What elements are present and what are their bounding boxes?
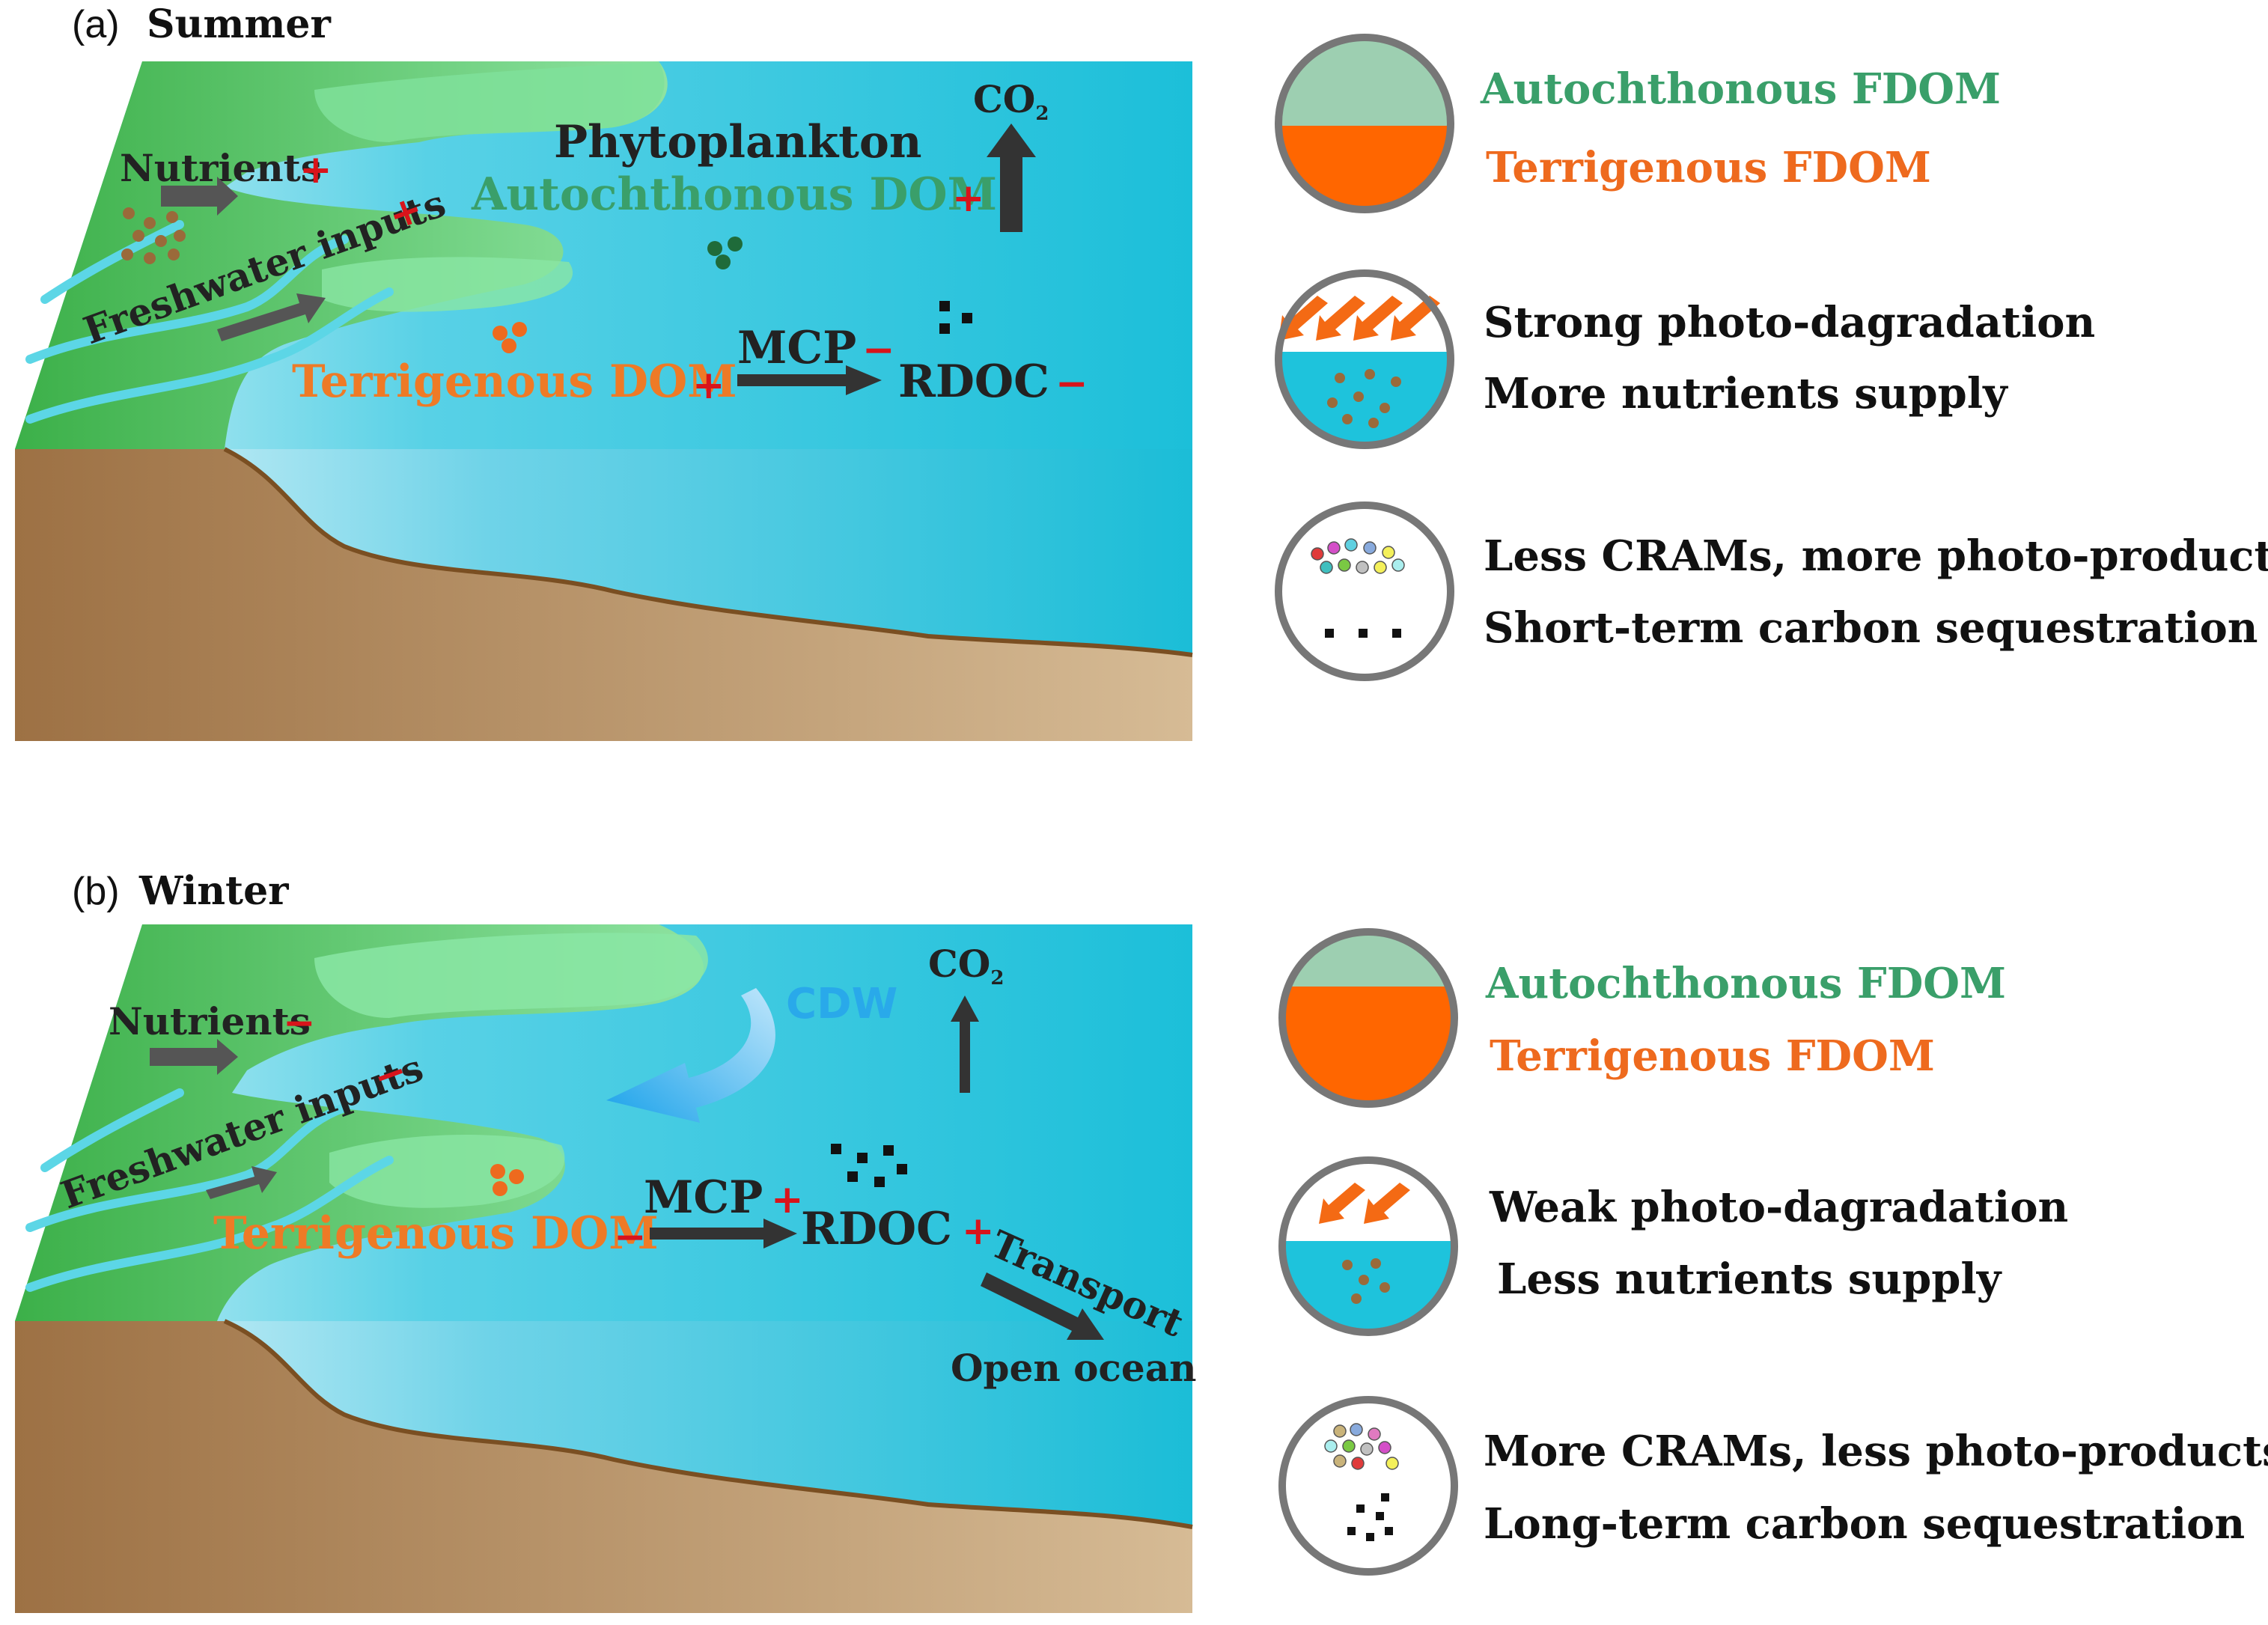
nutrient-dots-b [1342, 1258, 1390, 1304]
nutrients-label-b: Nutrients [109, 999, 311, 1043]
sun-arrows-b [1319, 1183, 1410, 1224]
mcp-label-a: MCP [737, 322, 856, 374]
terrigenous-dom-label-a: Terrigenous DOM [292, 356, 737, 408]
panel-b: (b) Winter Nutrients − Freshwater inputs… [15, 868, 1196, 1613]
legend-a-crams-line2: Short-term carbon sequestration [1484, 603, 2258, 653]
seabed-line-b [223, 1319, 1193, 1529]
panel-a-title: Summer [147, 1, 331, 47]
mcp-arrow-b [650, 1219, 797, 1249]
rdoc-dots-b [1347, 1493, 1393, 1541]
legend-a-photo-line1: Strong photo-dagradation [1484, 298, 2095, 347]
nutrients-sign-a: + [299, 147, 332, 192]
phyto-particles-a [707, 237, 743, 269]
co2-label-a: CO2 [973, 77, 1049, 125]
seabed-line-a [223, 447, 1193, 657]
cdw-label: CDW [786, 980, 897, 1028]
terrigenous-sign-a: + [692, 363, 725, 408]
nutrients-arrow-b [150, 1039, 238, 1075]
legend-b-terrigenous: Terrigenous FDOM [1490, 1031, 1935, 1081]
freshwater-arrow-a [217, 293, 326, 341]
rdoc-sign-a: − [1055, 362, 1088, 406]
co2-arrow-a [987, 124, 1036, 232]
legend-a-photo-line2: More nutrients supply [1484, 369, 2008, 418]
autochthonous-sign-a: + [952, 176, 985, 221]
sun-arrows-a [1278, 296, 1440, 341]
legend-b-photo-line1: Weak photo-dagradation [1489, 1183, 2068, 1232]
panel-a: (a) Summer Nutrients + Freshwat [15, 1, 1193, 741]
crams-circle-a [1275, 501, 1454, 681]
nutrients-sign-b: − [283, 1001, 316, 1046]
land-surface-b [15, 924, 704, 1321]
rivers-a [25, 220, 394, 424]
legend-a-autochthonous: Autochthonous FDOM [1480, 64, 2001, 114]
nutrients-arrow-a [161, 177, 238, 216]
legend-a-crams-line1: Less CRAMs, more photo-products [1484, 531, 2268, 581]
rdoc-particles-a [939, 301, 972, 334]
rdoc-label-b: RDOC [801, 1203, 952, 1255]
autochthonous-dom-label-a: Autochthonous DOM [471, 168, 997, 221]
terrigenous-particles-a [493, 322, 527, 353]
legend-b: Autochthonous FDOM Terrigenous FDOM Weak… [1278, 928, 2268, 1576]
land-tongue-a [314, 61, 665, 142]
rdoc-dots-a [1325, 629, 1401, 638]
photo-products-b [1324, 1423, 1399, 1470]
mcp-arrow-a [737, 365, 882, 395]
rdoc-particles-b [831, 1144, 907, 1187]
freshwater-arrow-b [206, 1166, 277, 1199]
cdw-arrow [606, 988, 775, 1123]
mcp-sign-b: + [771, 1177, 804, 1222]
co2-arrow-b [951, 996, 979, 1093]
terrigenous-sign-b: − [614, 1215, 647, 1260]
nutrient-particles-a [121, 207, 186, 264]
ocean-surface-a [15, 61, 1192, 449]
rdoc-label-a: RDOC [898, 356, 1049, 408]
fdom-circle-a [1275, 34, 1454, 213]
rdoc-sign-b: + [962, 1209, 995, 1254]
legend-b-crams-line2: Long-term carbon sequestration [1484, 1499, 2245, 1549]
co2-label-b: CO2 [928, 942, 1004, 990]
land-surface-a [15, 61, 668, 449]
land-tongue-b [314, 933, 708, 1018]
terrigenous-dom-label-b: Terrigenous DOM [213, 1207, 659, 1260]
legend-b-autochthonous: Autochthonous FDOM [1485, 959, 2006, 1008]
nutrient-dots-a [1327, 369, 1401, 428]
phytoplankton-label-a: Phytoplankton [554, 116, 922, 168]
mcp-label-b: MCP [644, 1171, 763, 1224]
fdom-circle-b [1278, 928, 1458, 1108]
sediment-b [15, 1321, 1192, 1613]
panel-a-tag: (a) [72, 3, 120, 46]
legend-a-terrigenous: Terrigenous FDOM [1486, 143, 1931, 192]
legend-b-photo-line2: Less nutrients supply [1497, 1254, 2002, 1304]
terrigenous-particles-b [490, 1164, 524, 1196]
mcp-sign-a: − [862, 328, 895, 373]
photo-circle-b [1278, 1156, 1458, 1336]
transport-arrow [981, 1272, 1104, 1340]
photo-circle-a [1275, 269, 1454, 449]
crams-circle-b [1278, 1396, 1458, 1576]
panel-b-tag: (b) [72, 870, 120, 913]
rivers-b [25, 1088, 394, 1292]
photo-products-a [1311, 538, 1405, 574]
panel-b-title: Winter [138, 868, 289, 914]
legend-a: Autochthonous FDOM Terrigenous FDOM Str [1275, 34, 2268, 681]
legend-b-crams-line1: More CRAMs, less photo-products [1484, 1427, 2268, 1476]
open-ocean-label: Open ocean [951, 1346, 1196, 1390]
